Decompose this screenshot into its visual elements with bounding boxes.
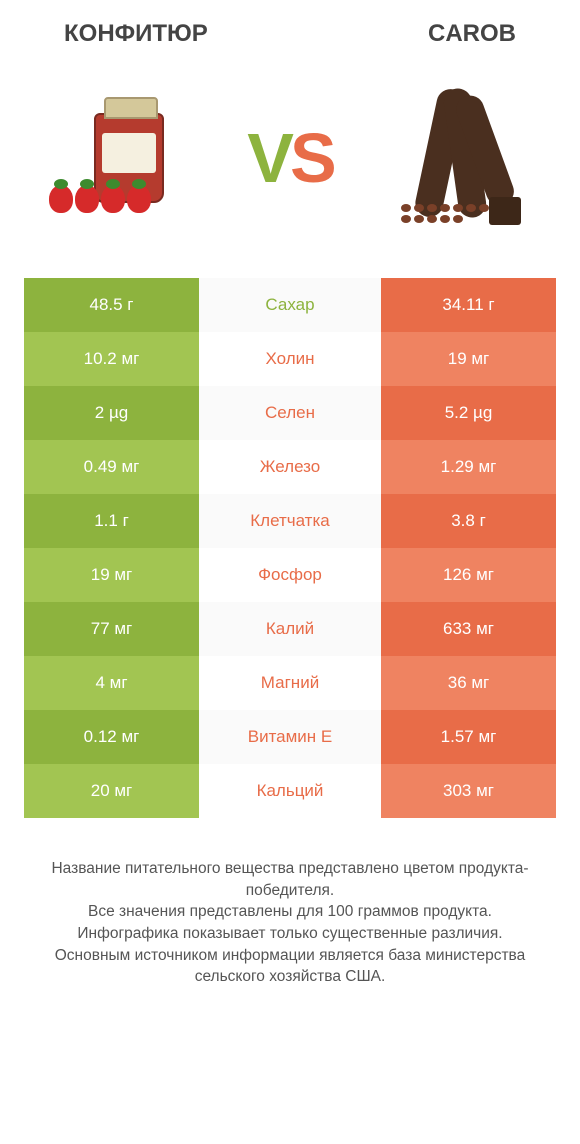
nutrient-name: Фосфор (199, 548, 381, 602)
nutrient-name: Сахар (199, 278, 381, 332)
nutrient-name: Калий (199, 602, 381, 656)
left-value: 0.12 мг (24, 710, 199, 764)
header: КОНФИТЮР CAROB (24, 20, 556, 48)
vs-s: S (290, 119, 333, 197)
nutrient-name: Селен (199, 386, 381, 440)
table-row: 0.12 мгВитамин E1.57 мг (24, 710, 556, 764)
left-value: 20 мг (24, 764, 199, 818)
right-product-image (366, 83, 536, 233)
images-row: VS (24, 78, 556, 238)
table-row: 20 мгКальций303 мг (24, 764, 556, 818)
right-product-title: CAROB (428, 20, 516, 48)
left-product-title: КОНФИТЮР (64, 20, 208, 48)
right-value: 34.11 г (381, 278, 556, 332)
right-value: 633 мг (381, 602, 556, 656)
table-row: 10.2 мгХолин19 мг (24, 332, 556, 386)
footer-note: Название питательного вещества представл… (24, 858, 556, 988)
table-row: 19 мгФосфор126 мг (24, 548, 556, 602)
right-value: 126 мг (381, 548, 556, 602)
left-value: 4 мг (24, 656, 199, 710)
footer-line: Основным источником информации является … (55, 947, 526, 986)
vs-label: VS (247, 118, 332, 198)
left-product-image (44, 83, 214, 233)
nutrient-name: Кальций (199, 764, 381, 818)
table-row: 48.5 гСахар34.11 г (24, 278, 556, 332)
right-value: 1.29 мг (381, 440, 556, 494)
nutrient-name: Клетчатка (199, 494, 381, 548)
table-row: 1.1 гКлетчатка3.8 г (24, 494, 556, 548)
table-row: 2 µgСелен5.2 µg (24, 386, 556, 440)
right-value: 1.57 мг (381, 710, 556, 764)
left-value: 10.2 мг (24, 332, 199, 386)
nutrient-name: Холин (199, 332, 381, 386)
comparison-table: 48.5 гСахар34.11 г10.2 мгХолин19 мг2 µgС… (24, 278, 556, 818)
left-value: 19 мг (24, 548, 199, 602)
right-value: 3.8 г (381, 494, 556, 548)
right-value: 19 мг (381, 332, 556, 386)
right-value: 303 мг (381, 764, 556, 818)
left-value: 77 мг (24, 602, 199, 656)
nutrient-name: Витамин E (199, 710, 381, 764)
left-value: 48.5 г (24, 278, 199, 332)
right-value: 5.2 µg (381, 386, 556, 440)
nutrient-name: Магний (199, 656, 381, 710)
footer-line: Инфографика показывает только существенн… (77, 925, 502, 942)
left-value: 2 µg (24, 386, 199, 440)
left-value: 1.1 г (24, 494, 199, 548)
vs-v: V (247, 119, 290, 197)
nutrient-name: Железо (199, 440, 381, 494)
footer-line: Название питательного вещества представл… (51, 860, 528, 899)
table-row: 0.49 мгЖелезо1.29 мг (24, 440, 556, 494)
table-row: 4 мгМагний36 мг (24, 656, 556, 710)
footer-line: Все значения представлены для 100 граммо… (88, 903, 492, 920)
left-value: 0.49 мг (24, 440, 199, 494)
table-row: 77 мгКалий633 мг (24, 602, 556, 656)
right-value: 36 мг (381, 656, 556, 710)
